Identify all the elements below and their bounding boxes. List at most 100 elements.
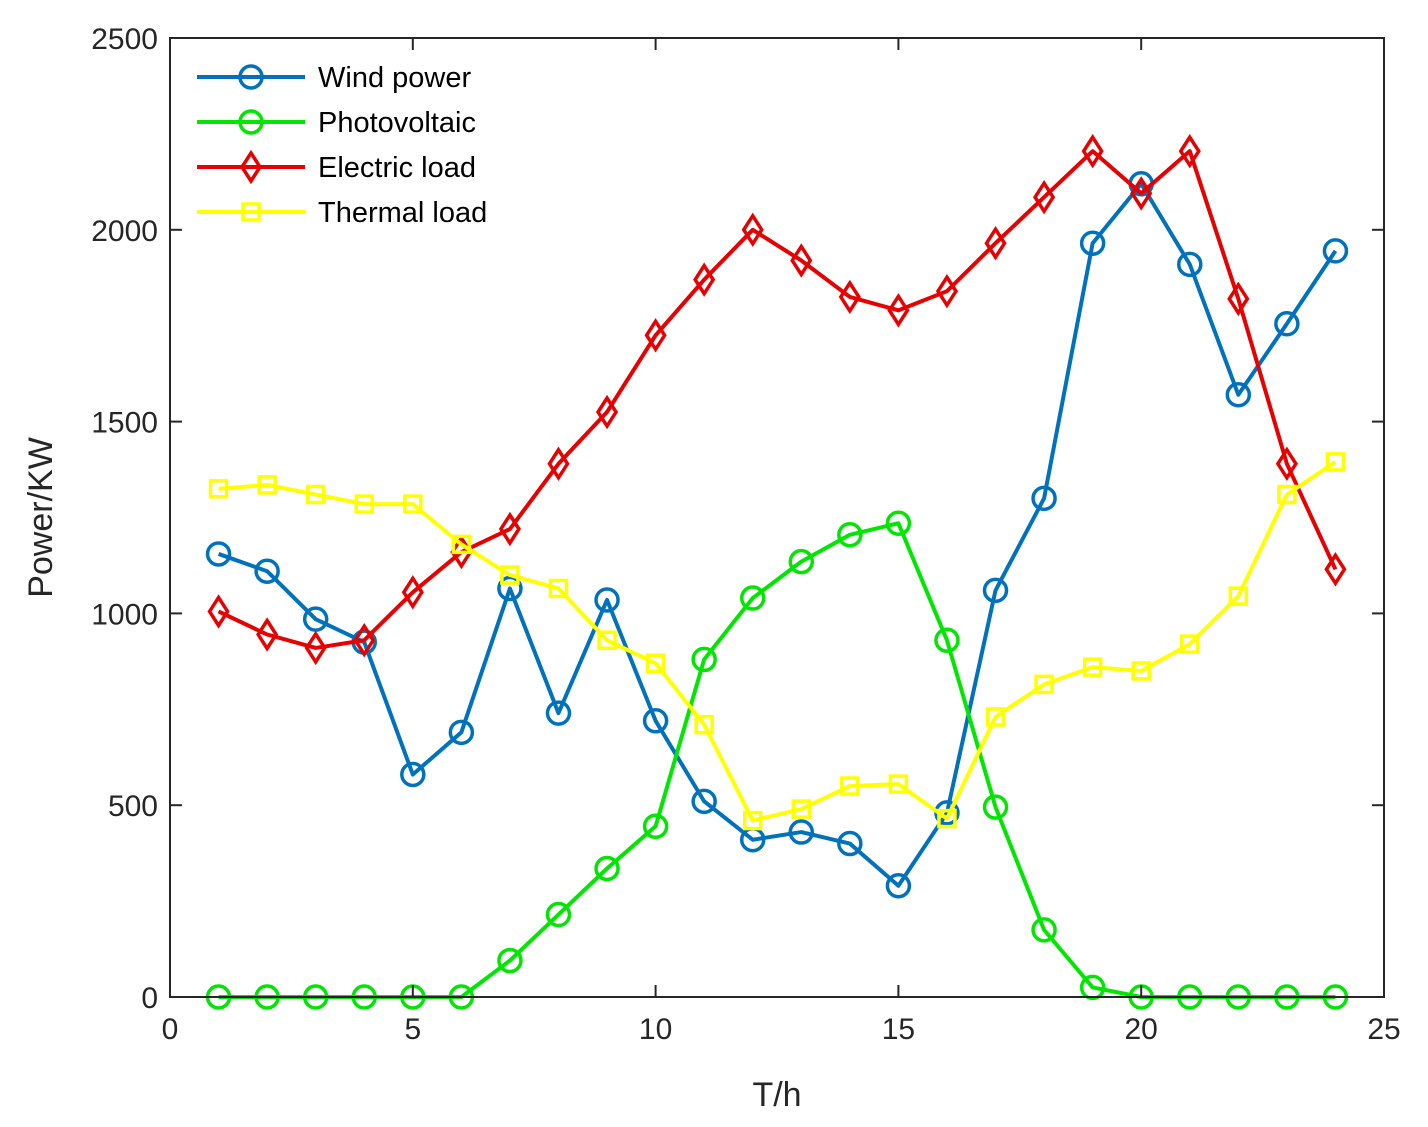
data-point-electric-load [1227,281,1250,317]
data-point-electric-load [935,273,959,309]
data-point-thermal-load [500,565,520,585]
data-point-thermal-load [1082,657,1103,677]
data-point-wind-power [302,606,329,632]
data-point-electric-load [1032,179,1056,215]
plot-frame [169,37,1385,998]
legend-item-wind-power: Wind power [197,62,471,94]
x-tick-label: 5 [404,1013,421,1046]
data-point-electric-load [207,594,230,629]
data-point-wind-power [788,819,815,845]
data-point-electric-load [644,318,667,353]
data-point-thermal-load [840,776,860,796]
data-point-thermal-load [1325,452,1346,472]
data-point-photovoltaic [788,548,815,575]
data-point-photovoltaic [497,947,523,974]
data-point-electric-load [1178,133,1201,169]
legend-marker-photovoltaic [238,109,264,135]
data-point-wind-power [594,587,620,613]
data-point-photovoltaic [982,794,1009,820]
legend-marker-thermal-load [241,202,261,222]
data-point-electric-load [353,623,376,658]
data-point-thermal-load [1277,484,1297,505]
data-point-thermal-load [742,810,763,831]
data-point-thermal-load [888,774,909,794]
y-tick-label: 0 [141,982,158,1015]
data-point-thermal-load [597,630,617,651]
legend-label-electric-load: Electric load [318,152,476,184]
data-point-electric-load [1275,446,1298,482]
data-point-wind-power [254,558,280,584]
x-tick-label: 20 [1125,1013,1158,1046]
data-point-thermal-load [548,578,569,599]
data-point-photovoltaic [934,627,960,654]
data-point-wind-power [837,830,863,857]
data-point-photovoltaic [594,855,620,882]
data-point-thermal-load [403,494,423,514]
data-point-photovoltaic [837,522,863,548]
data-point-photovoltaic [1031,917,1057,943]
data-point-wind-power [1079,230,1106,256]
legend-marker-wind-power [238,64,264,90]
legend-item-thermal-load: Thermal load [197,197,487,229]
y-tick-label: 1500 [91,407,158,440]
data-point-photovoltaic [691,646,717,673]
data-point-wind-power [1274,311,1300,337]
legend: Wind power Photovoltaic Electric load Therm… [197,62,487,229]
data-point-thermal-load [1228,586,1249,606]
legend-label-wind-power: Wind power [318,62,471,94]
data-point-wind-power [448,719,475,746]
data-point-wind-power [691,788,717,815]
legend-marker-electric-load [239,149,263,185]
data-point-electric-load [304,630,327,666]
data-point-electric-load [1324,552,1347,587]
data-point-wind-power [885,873,912,899]
series-electric-load [207,133,1347,666]
data-point-electric-load [256,617,279,652]
data-point-wind-power [205,541,232,567]
data-point-thermal-load [305,484,326,505]
data-point-thermal-load [451,534,472,555]
ticks-layer: 0 5 10 15 20 25 0 500 1000 1500 2000 2500 [91,23,1400,1046]
y-tick-label: 500 [108,790,158,823]
data-point-thermal-load [257,475,277,495]
data-point-photovoltaic [642,813,669,840]
data-point-thermal-load [208,478,229,499]
data-point-thermal-load [1180,634,1200,654]
data-point-electric-load [838,279,861,315]
data-point-thermal-load [985,707,1006,727]
data-point-wind-power [1031,485,1057,512]
data-point-photovoltaic [739,585,766,611]
data-point-electric-load [887,293,910,328]
legend-item-electric-load: Electric load [197,149,476,185]
data-point-electric-load [547,446,570,482]
x-tick-label: 15 [882,1013,915,1046]
y-tick-label: 2000 [91,215,158,248]
data-point-thermal-load [937,808,957,829]
data-point-wind-power [400,761,426,788]
data-point-electric-load [1081,133,1104,169]
legend-item-photovoltaic: Photovoltaic [197,107,476,139]
data-point-wind-power [497,575,523,602]
data-point-electric-load [498,511,522,547]
data-point-photovoltaic [545,901,572,928]
data-point-thermal-load [694,714,714,735]
legend-label-thermal-load: Thermal load [318,197,487,229]
series-layer [205,133,1349,1010]
x-tick-label: 10 [639,1013,672,1046]
x-tick-label: 0 [162,1013,179,1046]
y-tick-label: 1000 [91,598,158,631]
y-tick-label: 2500 [91,23,158,56]
x-axis-label: T/h [752,1076,801,1114]
data-point-wind-power [1322,238,1349,264]
data-point-thermal-load [645,653,666,674]
y-axis-label: Power/KW [22,437,60,598]
data-point-wind-power [982,577,1009,604]
data-point-wind-power [545,700,572,726]
data-point-thermal-load [354,494,374,514]
data-point-electric-load [741,212,764,248]
data-point-electric-load [1130,176,1153,211]
data-point-photovoltaic [1079,974,1106,1001]
series-thermal-load [208,452,1346,831]
